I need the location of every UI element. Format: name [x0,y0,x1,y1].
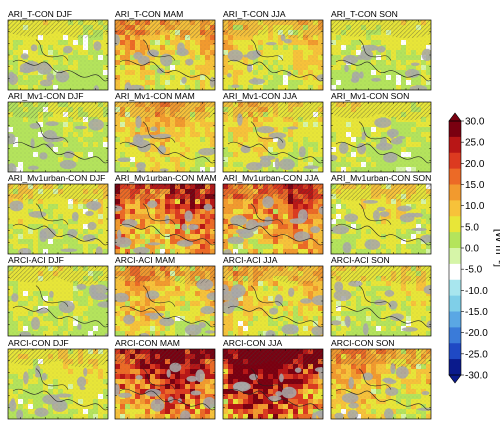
map-panel: ARI_Mv1-CON JJA [222,91,324,173]
coastline [250,285,284,307]
coastline [142,121,176,143]
coastline [227,141,323,164]
coastline [250,203,284,225]
coastline [12,59,108,82]
panel-title: ARI_T-CON JJA [223,9,286,19]
panel-title: ARI_Mv1-CON DJF [8,91,83,101]
map-panel: ARI_Mv1urban-CON SON [330,173,432,255]
coastline [335,223,431,246]
panel-title: ARI_Mv1-CON JJA [223,91,297,101]
panel-title: ARI_Mv1-CON MAM [115,91,195,101]
coastline [35,121,69,143]
panel-title: ARCI-ACI MAM [115,255,175,265]
coastline [35,203,69,225]
panel-title: ARI_T-CON SON [331,9,398,19]
coastline [142,203,176,225]
coastline [35,285,69,307]
coastline [335,141,431,164]
map-panel: ARI_Mv1-CON SON [330,91,432,173]
coastline [250,121,284,143]
coastline [358,203,392,225]
map-panel: ARI_Mv1urban-CON JJA [222,173,324,255]
map-panel: ARI_Mv1urban-CON DJF [7,173,109,255]
coastline [119,141,215,164]
coastline [119,59,215,82]
coastline [12,141,108,164]
map-panel: ARI_T-CON MAM [114,9,216,91]
coastline [35,39,69,61]
panel-title: ARI_Mv1urban-CON MAM [115,173,217,183]
coastline [358,121,392,143]
map-panel: ARCI-ACI SON [330,255,432,337]
map-panel: ARI_Mv1urban-CON MAM [114,173,217,255]
panel-title: ARI_Mv1urban-CON SON [331,173,431,183]
coastline [12,305,108,328]
map-panel: ARI_Mv1-CON MAM [114,91,216,173]
coastline [142,39,176,61]
coastline [227,305,323,328]
panel-title: ARI_T-CON DJF [8,9,72,19]
panel-grid: ARI_T-CON DJF ARI_T-CON MAM ARI_T-CON JJA A… [7,9,432,420]
coastline [119,305,215,328]
coastline [227,59,323,82]
map-panel: ARI_T-CON JJA [222,9,324,91]
panel-title: ARI_T-CON MAM [115,9,183,19]
map-panel: ARI_T-CON DJF [7,9,109,91]
coastline [358,39,392,61]
panel-title: ARI_Mv1urban-CON DJF [8,173,105,183]
map-panel: ARCI-ACI MAM [114,255,216,337]
map-panel: ARCI-ACI DJF [7,255,109,337]
panel-title: ARI_Mv1-CON SON [331,91,409,101]
coastline [335,59,431,82]
coastline [12,223,108,246]
map-panel: ARCI-ACI JJA [222,255,324,337]
panel-title: ARCI-ACI SON [331,255,390,265]
panel-title: ARI_Mv1urban-CON JJA [223,173,319,183]
coastline [142,285,176,307]
panel-title: ARCI-ACI JJA [223,255,278,265]
map-panel: ARI_T-CON SON [330,9,432,91]
coastline [227,223,323,246]
coastline [119,223,215,246]
panel-title: ARCI-ACI DJF [8,255,64,265]
coastline [250,39,284,61]
map-panel: ARI_Mv1-CON DJF [7,91,109,173]
